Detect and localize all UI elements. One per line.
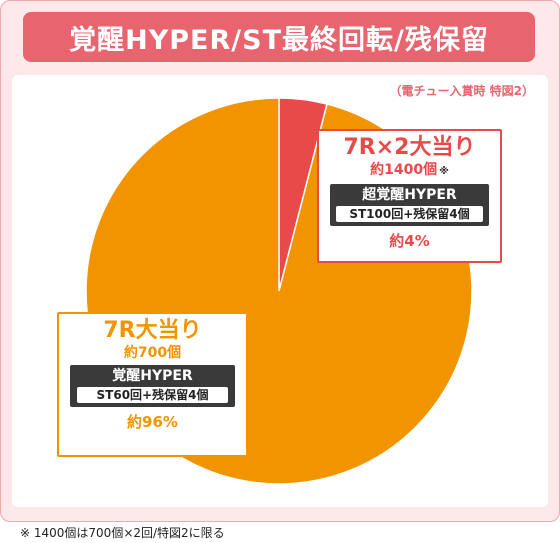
slice-label-title: 7R×2大当り [343, 135, 476, 160]
slice-detail: ST100回+残保留4個 [336, 206, 483, 222]
footnote-marker: ※ [439, 166, 449, 177]
slice-percent: 約4% [389, 232, 430, 250]
condition-note: （電チュー入賞時 特図2） [389, 84, 534, 98]
slice-percent: 約96% [127, 413, 178, 431]
slice-mode-box: 超覚醒HYPER ST100回+残保留4個 [329, 184, 490, 226]
slice-label-title: 7R大当り [103, 318, 202, 343]
slice-label-7r-x2: 7R×2大当り 約1400個 ※ 超覚醒HYPER ST100回+残保留4個 約4… [317, 129, 502, 263]
footnote: ※ 1400個は700個×2回/特図2に限る [20, 526, 225, 540]
slice-mode: 超覚醒HYPER [362, 187, 457, 203]
slice-detail: ST60回+残保留4個 [76, 387, 229, 403]
slice-label-sub: 約700個 [123, 345, 182, 361]
slice-label-sub: 約1400個 [370, 162, 438, 178]
slice-label-7r: 7R大当り 約700個 覚醒HYPER ST60回+残保留4個 約96% [57, 312, 248, 457]
chart-title: 覚醒HYPER/ST最終回転/残保留 [23, 12, 535, 62]
slice-mode-box: 覚醒HYPER ST60回+残保留4個 [70, 365, 235, 407]
slice-mode: 覚醒HYPER [112, 368, 193, 384]
